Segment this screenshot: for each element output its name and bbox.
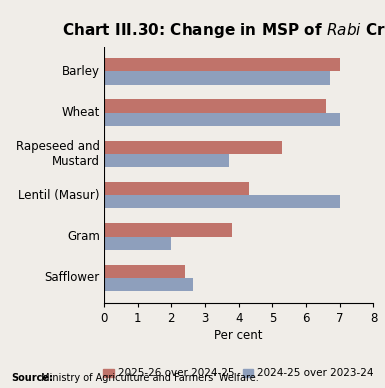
Bar (104, 99, 326, 113)
Text: Ministry of Agriculture and Farmers' Welfare.: Ministry of Agriculture and Farmers' Wel… (38, 373, 258, 383)
Title: Chart III.30: Change in MSP of $\it{Rabi}$ Crops: Chart III.30: Change in MSP of $\it{Rabi… (62, 21, 385, 40)
Legend: 2025-26 over 2024-25, 2024-25 over 2023-24: 2025-26 over 2024-25, 2024-25 over 2023-… (99, 364, 378, 383)
Bar (104, 195, 340, 208)
Bar (104, 182, 249, 195)
Bar (104, 278, 193, 291)
Bar (104, 113, 340, 126)
Bar (104, 265, 185, 278)
Bar (104, 58, 340, 71)
Bar (104, 237, 171, 250)
Bar (104, 71, 330, 85)
X-axis label: Per cent: Per cent (214, 329, 263, 342)
Bar (104, 154, 229, 167)
Bar (104, 141, 283, 154)
Text: Source:: Source: (12, 373, 54, 383)
Bar (104, 223, 232, 237)
